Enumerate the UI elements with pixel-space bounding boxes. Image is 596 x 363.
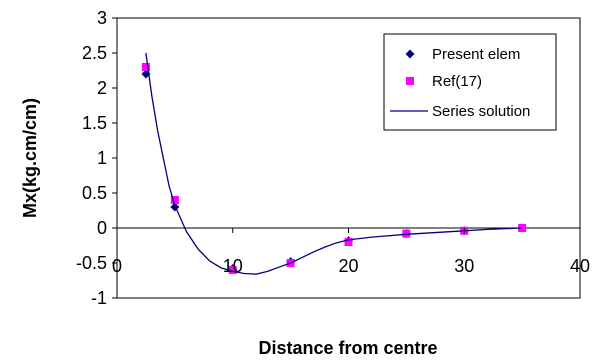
x-tick-label: 10 — [223, 256, 243, 276]
x-tick-label: 40 — [570, 256, 590, 276]
x-axis-title: Distance from centre — [258, 338, 437, 358]
data-point — [228, 266, 237, 274]
legend-item-series-solution: Series solution — [390, 103, 530, 120]
series-line — [145, 52, 523, 275]
y-tick-label: 1 — [97, 148, 107, 168]
legend-square-swatch — [406, 77, 414, 85]
y-tick-label: 2 — [97, 78, 107, 98]
legend-item-ref-17: Ref(17) — [406, 73, 482, 90]
data-point — [344, 238, 353, 246]
legend-item-present-elem: Present elem — [405, 46, 520, 63]
y-axis-title: Mx(kg.cm/cm) — [20, 98, 40, 218]
y-tick-label: 1.5 — [82, 113, 107, 133]
data-point — [170, 196, 179, 204]
y-tick-label: 0 — [97, 218, 107, 238]
y-tick-label: -0.5 — [76, 253, 107, 273]
x-tick-label: 0 — [112, 256, 122, 276]
legend-label: Present elem — [432, 46, 520, 63]
x-tick-label: 30 — [454, 256, 474, 276]
y-tick-label: 0.5 — [82, 183, 107, 203]
data-point — [141, 63, 150, 71]
y-tick-label: 3 — [97, 8, 107, 28]
series-series-solution — [145, 52, 523, 275]
legend-label: Series solution — [432, 103, 530, 120]
y-axis: -1 -0.5 0 0.5 1 1.5 2 2.5 3 — [76, 8, 117, 308]
legend-diamond-swatch — [405, 49, 415, 59]
y-tick-label: 2.5 — [82, 43, 107, 63]
x-tick-label: 20 — [338, 256, 358, 276]
x-axis-ticks: 0 10 20 30 40 — [112, 228, 590, 276]
y-tick-label: -1 — [91, 288, 107, 308]
legend-label: Ref(17) — [432, 73, 482, 90]
data-point — [402, 229, 411, 238]
legend: Present elem Ref(17) Series solution — [383, 33, 557, 131]
data-point — [518, 224, 527, 232]
